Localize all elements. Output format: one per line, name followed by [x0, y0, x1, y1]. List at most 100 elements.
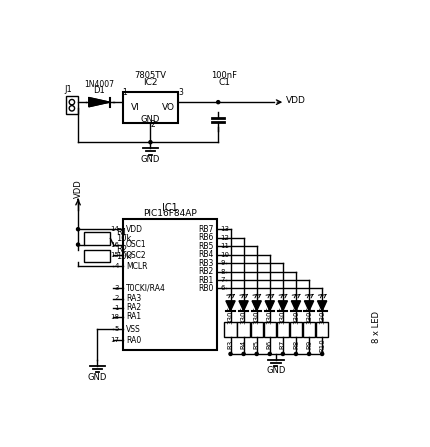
Circle shape — [77, 243, 80, 246]
Bar — [302, 321, 314, 337]
Bar — [84, 250, 110, 262]
Circle shape — [281, 352, 284, 355]
Bar — [237, 321, 249, 337]
Polygon shape — [238, 301, 248, 311]
Bar — [250, 321, 262, 337]
Text: 18: 18 — [110, 314, 119, 320]
Bar — [123, 219, 216, 350]
Polygon shape — [317, 301, 326, 311]
Text: 3: 3 — [178, 89, 182, 97]
Text: RA2: RA2 — [126, 303, 141, 312]
Text: GND: GND — [87, 372, 107, 382]
Text: VDD: VDD — [74, 179, 83, 198]
Text: 14: 14 — [110, 226, 119, 232]
Text: 16: 16 — [110, 241, 119, 248]
Text: 11: 11 — [220, 243, 229, 249]
Circle shape — [307, 352, 310, 355]
Polygon shape — [278, 301, 287, 311]
Text: RB7: RB7 — [198, 225, 213, 234]
Polygon shape — [225, 301, 235, 311]
Text: 1: 1 — [123, 89, 127, 97]
Text: VDD: VDD — [126, 225, 142, 234]
Text: 15: 15 — [110, 253, 119, 258]
Text: RB3: RB3 — [198, 258, 213, 268]
Polygon shape — [89, 97, 109, 107]
Bar — [289, 321, 301, 337]
Text: 12: 12 — [220, 235, 229, 240]
Text: 9: 9 — [220, 260, 224, 266]
Text: R4: R4 — [240, 340, 246, 349]
Text: RA3: RA3 — [126, 294, 141, 303]
Text: 2: 2 — [114, 295, 119, 301]
Text: IC1: IC1 — [161, 202, 177, 213]
Text: 330E: 330E — [227, 307, 233, 325]
Text: RB5: RB5 — [198, 242, 213, 251]
Text: 10k: 10k — [116, 234, 132, 243]
Text: R9: R9 — [305, 340, 311, 349]
Text: OSC2: OSC2 — [126, 251, 146, 260]
Text: RB4: RB4 — [198, 250, 213, 259]
Text: IC2: IC2 — [143, 78, 157, 87]
Bar — [276, 321, 289, 337]
Bar — [224, 321, 236, 337]
Circle shape — [242, 352, 245, 355]
Text: VSS: VSS — [126, 325, 140, 334]
Text: RB2: RB2 — [198, 267, 213, 276]
Circle shape — [320, 352, 323, 355]
Text: RB0: RB0 — [198, 284, 213, 293]
Text: R6: R6 — [266, 340, 272, 349]
Bar — [66, 96, 78, 114]
Polygon shape — [252, 301, 261, 311]
Text: 7: 7 — [220, 277, 224, 283]
Bar — [315, 321, 328, 337]
Text: 13: 13 — [220, 226, 229, 232]
Circle shape — [228, 352, 231, 355]
Polygon shape — [291, 301, 300, 311]
Text: 330E: 330E — [253, 307, 259, 325]
Bar — [263, 321, 275, 337]
Polygon shape — [264, 301, 274, 311]
Polygon shape — [304, 301, 313, 311]
Text: R10: R10 — [318, 338, 324, 352]
Text: GND: GND — [266, 367, 285, 375]
Circle shape — [255, 352, 258, 355]
Text: OSC1: OSC1 — [126, 240, 146, 249]
Text: R7: R7 — [279, 340, 285, 349]
Text: 8 x LED: 8 x LED — [372, 311, 381, 343]
Text: MCLR: MCLR — [126, 261, 147, 271]
Text: 2: 2 — [150, 120, 155, 129]
Text: R3: R3 — [227, 340, 233, 349]
Text: 330E: 330E — [279, 307, 285, 325]
Text: R8: R8 — [292, 340, 298, 349]
Text: RB1: RB1 — [198, 275, 213, 285]
Text: 330E: 330E — [292, 307, 298, 325]
Text: T0CKI/RA4: T0CKI/RA4 — [126, 284, 165, 293]
Text: 3: 3 — [114, 286, 119, 291]
Circle shape — [77, 228, 80, 231]
Text: 17: 17 — [110, 337, 119, 343]
Circle shape — [148, 141, 152, 144]
Text: RA0: RA0 — [126, 336, 141, 345]
Text: D1: D1 — [93, 86, 104, 95]
Text: 8: 8 — [220, 269, 224, 274]
Bar — [123, 92, 178, 123]
Text: PIC16F84AP: PIC16F84AP — [142, 209, 196, 218]
Text: RB6: RB6 — [198, 233, 213, 242]
Text: VDD: VDD — [285, 96, 305, 105]
Text: 6: 6 — [220, 286, 224, 291]
Text: 100nF: 100nF — [211, 72, 237, 80]
Text: GND: GND — [141, 114, 160, 123]
Text: 330E: 330E — [240, 307, 246, 325]
Text: R5: R5 — [253, 340, 259, 349]
Text: 330E: 330E — [318, 307, 324, 325]
Text: 330E: 330E — [305, 307, 311, 325]
Text: 4: 4 — [114, 263, 119, 269]
Text: C1: C1 — [218, 78, 230, 87]
Circle shape — [216, 101, 219, 104]
Text: VI: VI — [130, 103, 139, 112]
Circle shape — [294, 352, 297, 355]
Text: 7805TV: 7805TV — [134, 72, 166, 80]
Text: R2: R2 — [116, 245, 127, 254]
Text: 5: 5 — [114, 326, 119, 332]
Text: 330E: 330E — [266, 307, 272, 325]
